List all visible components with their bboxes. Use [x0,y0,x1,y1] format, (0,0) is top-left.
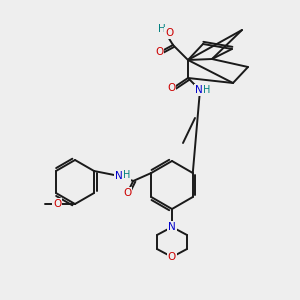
Text: N: N [115,171,123,181]
Text: O: O [123,188,131,198]
Text: O: O [53,199,61,209]
Text: H: H [203,85,211,95]
Text: O: O [165,28,173,38]
Text: O: O [155,47,163,57]
Text: O: O [168,252,176,262]
Text: N: N [168,222,176,232]
Text: H: H [122,170,130,180]
Text: H: H [158,24,166,34]
Text: O: O [167,83,175,93]
Text: N: N [195,85,203,95]
